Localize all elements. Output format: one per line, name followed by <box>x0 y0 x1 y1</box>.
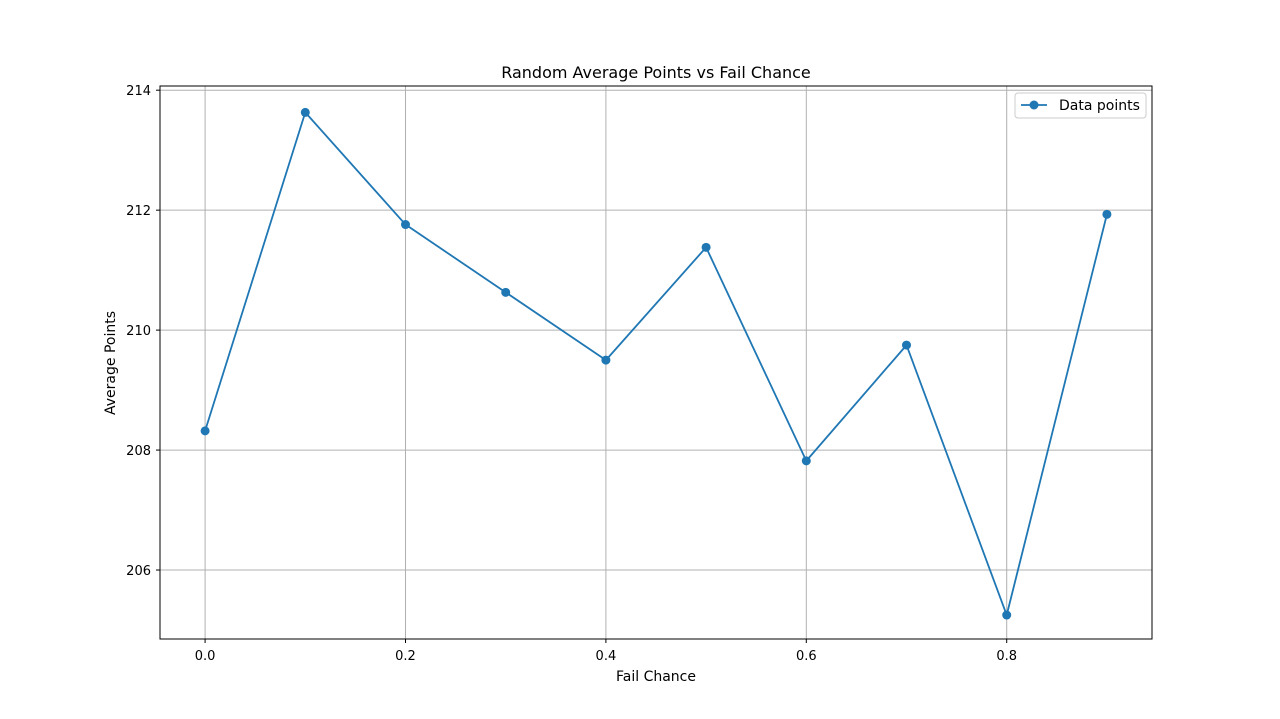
data-point <box>200 426 210 436</box>
y-axis-label: Average Points <box>103 311 119 415</box>
data-point <box>300 107 310 117</box>
legend-label: Data points <box>1059 98 1140 114</box>
legend-marker-icon <box>1029 100 1039 110</box>
data-point <box>801 456 811 466</box>
data-point <box>1102 209 1112 219</box>
legend: Data points <box>1014 92 1147 119</box>
x-tick-label: 0.8 <box>996 649 1017 664</box>
x-tick-label: 0.6 <box>796 649 817 664</box>
data-point <box>601 355 611 365</box>
chart-title: Random Average Points vs Fail Chance <box>501 63 811 82</box>
series-line <box>204 111 1108 616</box>
series-layer <box>200 107 1112 620</box>
data-point <box>701 242 711 252</box>
x-tick-label: 0.4 <box>596 649 617 664</box>
x-axis-label: Fail Chance <box>616 669 696 685</box>
plot-frame <box>159 85 1153 640</box>
x-tick-label: 0.2 <box>395 649 416 664</box>
legend-box <box>1014 92 1147 119</box>
y-tick-label: 210 <box>126 324 151 339</box>
x-tick-label: 0.0 <box>195 649 216 664</box>
data-point <box>1002 610 1012 620</box>
y-tick-label: 214 <box>126 84 151 99</box>
y-tick-label: 208 <box>126 444 151 459</box>
y-tick-label: 212 <box>126 204 151 219</box>
data-point <box>501 287 511 297</box>
axis-ticks: 0.0 0.2 0.4 0.6 0.8 206 208 210 212 214 <box>126 84 1017 664</box>
y-tick-label: 206 <box>126 564 151 579</box>
data-point <box>902 340 912 350</box>
data-point <box>400 220 410 230</box>
